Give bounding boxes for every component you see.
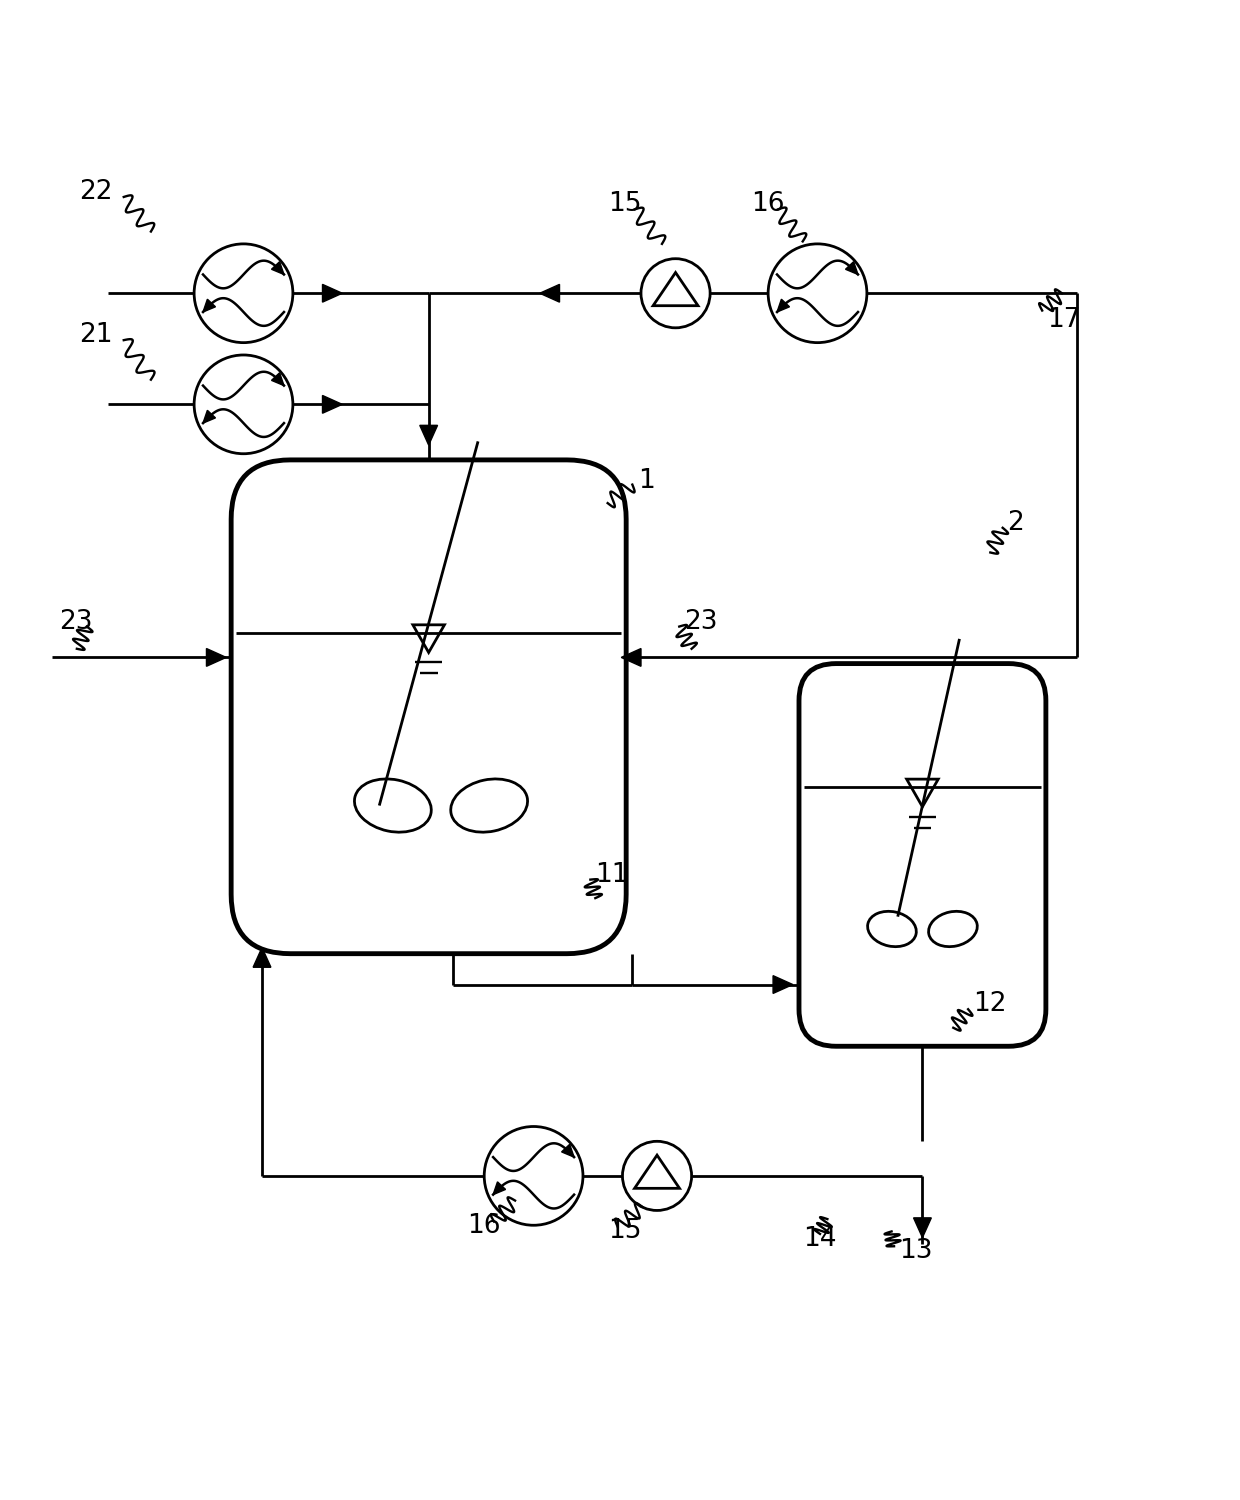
Polygon shape xyxy=(494,1182,506,1194)
Polygon shape xyxy=(420,426,438,445)
Polygon shape xyxy=(914,1218,931,1237)
Polygon shape xyxy=(203,298,216,312)
Text: 14: 14 xyxy=(802,1226,836,1252)
Text: 16: 16 xyxy=(467,1214,501,1239)
Polygon shape xyxy=(413,626,444,652)
Text: 16: 16 xyxy=(751,192,785,217)
Text: 23: 23 xyxy=(60,609,93,634)
Polygon shape xyxy=(322,285,342,302)
Text: 15: 15 xyxy=(608,1218,641,1245)
Polygon shape xyxy=(773,975,792,993)
Polygon shape xyxy=(322,396,342,412)
Polygon shape xyxy=(272,374,284,386)
Polygon shape xyxy=(272,261,284,274)
Text: 23: 23 xyxy=(684,609,718,634)
Text: 12: 12 xyxy=(973,992,1007,1017)
Polygon shape xyxy=(635,1155,680,1188)
Polygon shape xyxy=(207,648,226,666)
Text: 2: 2 xyxy=(1008,510,1024,536)
Polygon shape xyxy=(621,648,641,666)
Text: 1: 1 xyxy=(639,468,655,494)
Text: 15: 15 xyxy=(608,192,641,217)
Text: 21: 21 xyxy=(79,322,113,348)
Polygon shape xyxy=(653,273,698,306)
Polygon shape xyxy=(203,411,216,423)
Text: 22: 22 xyxy=(79,178,113,206)
Polygon shape xyxy=(253,948,270,968)
Polygon shape xyxy=(906,778,939,807)
Text: 11: 11 xyxy=(595,861,629,888)
Polygon shape xyxy=(846,261,858,274)
Text: 17: 17 xyxy=(1047,308,1080,333)
Polygon shape xyxy=(777,298,790,312)
Polygon shape xyxy=(539,285,559,302)
Polygon shape xyxy=(562,1144,574,1156)
Text: 13: 13 xyxy=(899,1238,932,1264)
